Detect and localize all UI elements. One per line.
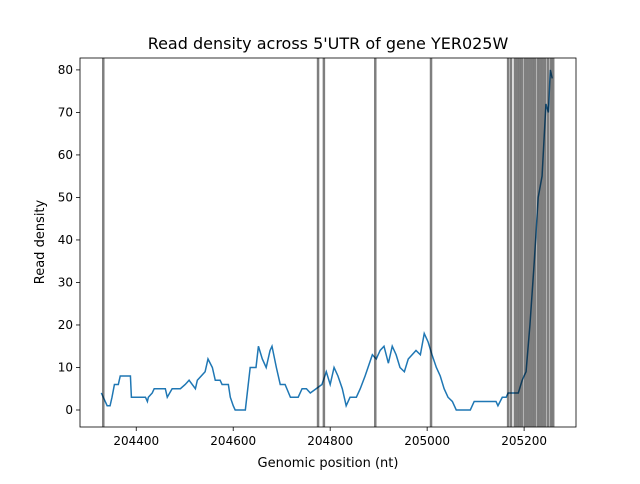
y-tick-label: 0 — [65, 403, 73, 417]
x-tick-label: 204600 — [210, 434, 256, 448]
x-tick-label: 204400 — [113, 434, 159, 448]
y-tick-label: 20 — [58, 318, 73, 332]
plot-area: 204400 204600 204800 205000 205200 0 10 20 30 40 5… — [58, 57, 577, 448]
axes-frame — [79, 57, 577, 428]
y-tick-label: 10 — [58, 360, 73, 374]
x-tick-label: 205000 — [404, 434, 450, 448]
y-tick-label: 80 — [58, 63, 73, 77]
chart-title: Read density across 5'UTR of gene YER025… — [148, 34, 509, 53]
y-axis-label: Read density — [33, 199, 48, 284]
y-tick-label: 50 — [58, 190, 73, 204]
y-tick-label: 40 — [58, 233, 73, 247]
y-tick-label: 60 — [58, 148, 73, 162]
data-line — [100, 69, 553, 411]
y-tick-label: 70 — [58, 105, 73, 119]
x-tick-label: 204800 — [307, 434, 353, 448]
x-tick-label: 205200 — [501, 434, 547, 448]
y-tick-label: 30 — [58, 275, 73, 289]
x-axis-label: Genomic position (nt) — [258, 456, 399, 471]
